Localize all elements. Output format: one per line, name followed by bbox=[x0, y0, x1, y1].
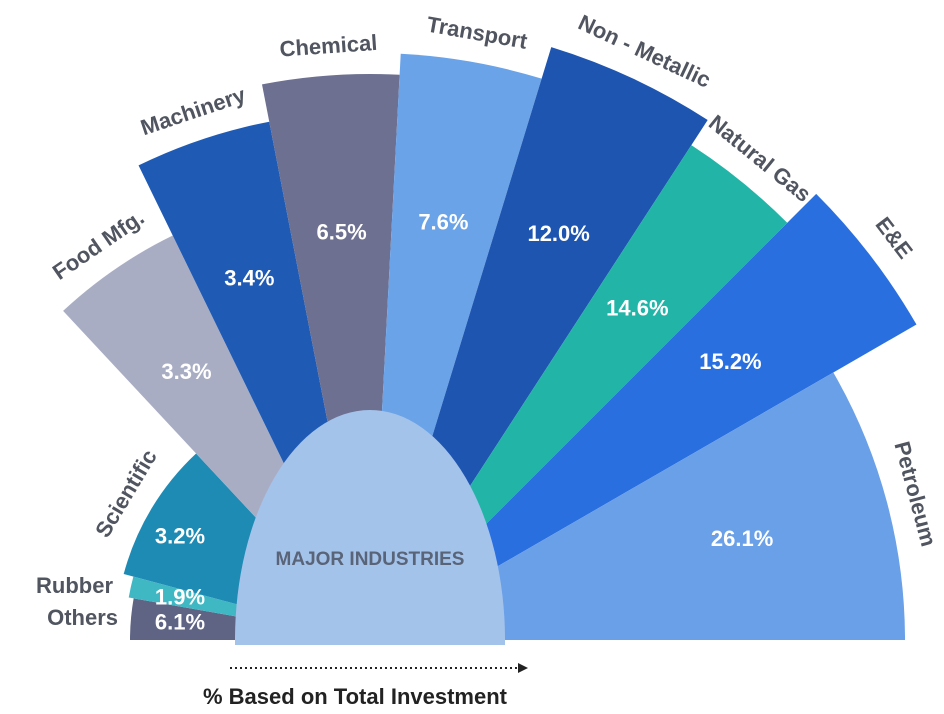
value-label: 3.4% bbox=[224, 265, 274, 290]
value-label: 1.9% bbox=[155, 584, 205, 609]
center-label: MAJOR INDUSTRIES bbox=[276, 549, 465, 570]
value-label: 6.1% bbox=[155, 609, 205, 634]
center-dome bbox=[235, 410, 505, 645]
value-label: 3.2% bbox=[155, 523, 205, 548]
category-label: Rubber bbox=[36, 573, 113, 598]
value-label: 7.6% bbox=[418, 210, 468, 235]
wedge bbox=[370, 372, 905, 640]
category-label: Petroleum bbox=[889, 439, 941, 549]
x-axis-label: % Based on Total Investment bbox=[203, 684, 508, 709]
value-label: 14.6% bbox=[606, 296, 668, 321]
axis-arrowhead bbox=[518, 663, 528, 673]
value-label: 3.3% bbox=[161, 359, 211, 384]
category-label: E&E bbox=[870, 212, 917, 263]
category-label: Transport bbox=[425, 12, 530, 54]
value-label: 26.1% bbox=[711, 526, 773, 551]
category-label: Others bbox=[47, 605, 118, 630]
value-label: 12.0% bbox=[527, 221, 589, 246]
wedge bbox=[370, 193, 917, 641]
value-label: 15.2% bbox=[699, 349, 761, 374]
value-label: 6.5% bbox=[316, 219, 366, 244]
category-label: Chemical bbox=[279, 30, 378, 62]
